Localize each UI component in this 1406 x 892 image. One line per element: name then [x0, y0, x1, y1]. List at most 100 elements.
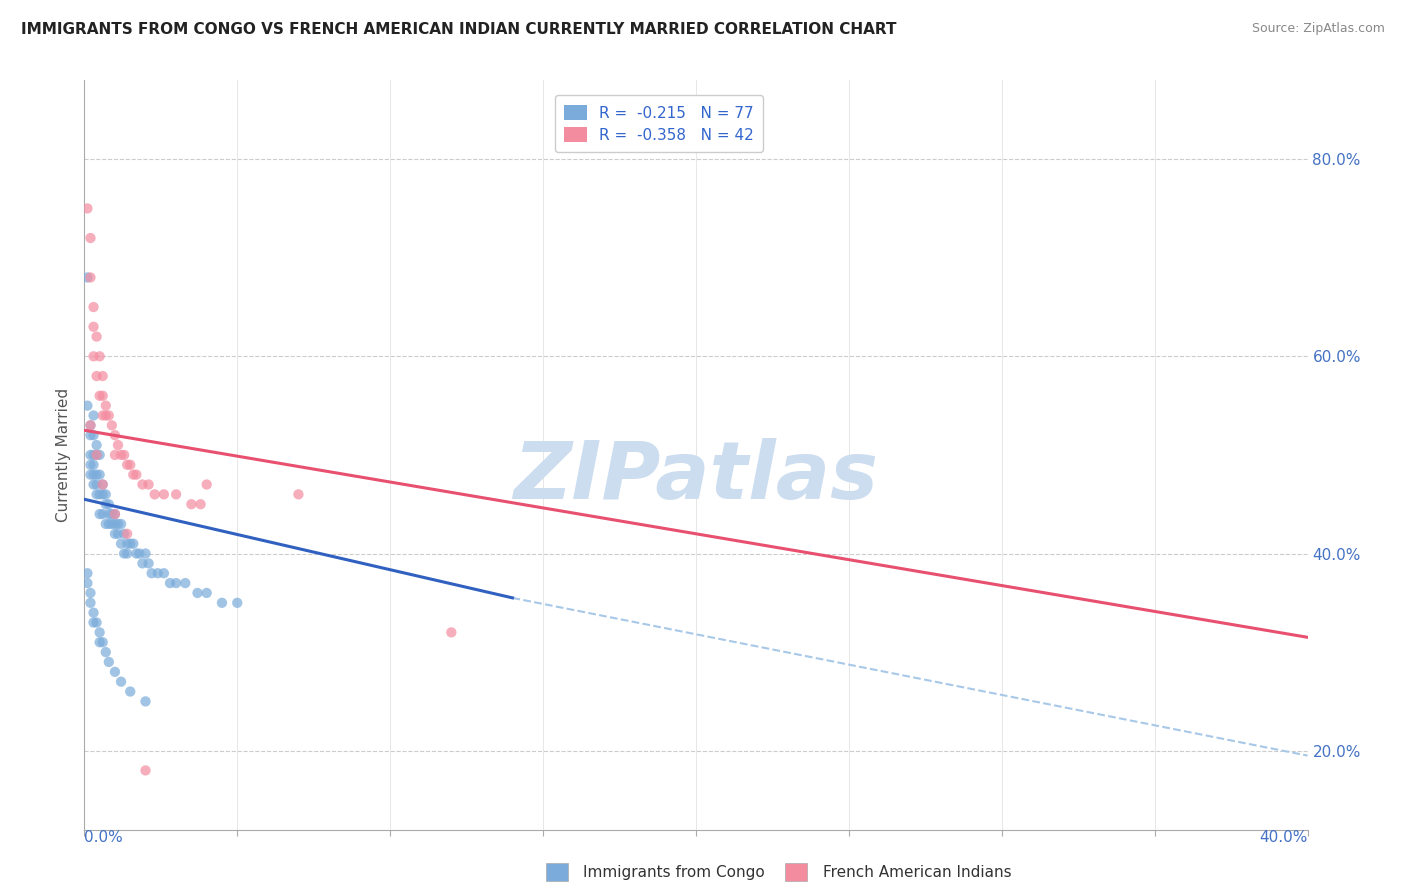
Point: [86, 448, 108, 462]
Point: [89, 625, 111, 640]
Point: [89, 448, 111, 462]
Point: [86, 369, 108, 384]
Point: [76, 270, 98, 285]
Point: [91, 507, 114, 521]
Point: [135, 694, 157, 708]
Point: [107, 526, 129, 541]
Point: [110, 516, 132, 531]
Point: [86, 438, 108, 452]
Point: [83, 428, 105, 442]
Point: [94, 516, 117, 531]
Point: [135, 764, 157, 778]
Point: [97, 507, 120, 521]
Legend: R =  -0.215   N = 77, R =  -0.358   N = 42: R = -0.215 N = 77, R = -0.358 N = 42: [555, 95, 763, 152]
Point: [94, 399, 117, 413]
Point: [195, 477, 218, 491]
Point: [97, 409, 120, 423]
Point: [135, 547, 157, 561]
Point: [186, 586, 208, 600]
Text: Immigrants from Congo: Immigrants from Congo: [583, 865, 765, 880]
Point: [122, 467, 145, 482]
Point: [86, 329, 108, 343]
Point: [89, 467, 111, 482]
Point: [120, 458, 142, 472]
Point: [195, 586, 218, 600]
Point: [110, 536, 132, 550]
Point: [83, 467, 105, 482]
Point: [76, 576, 98, 591]
Point: [180, 497, 202, 511]
Point: [104, 516, 127, 531]
Point: [83, 349, 105, 363]
Point: [115, 458, 138, 472]
Point: [131, 477, 153, 491]
Point: [97, 516, 120, 531]
Point: [83, 448, 105, 462]
Point: [115, 536, 138, 550]
Point: [104, 428, 127, 442]
Text: French American Indians: French American Indians: [823, 865, 1011, 880]
Point: [104, 448, 127, 462]
Point: [94, 645, 117, 659]
Point: [190, 497, 212, 511]
Point: [110, 448, 132, 462]
Point: [91, 487, 114, 501]
Point: [112, 547, 135, 561]
Point: [83, 606, 105, 620]
Point: [125, 467, 148, 482]
Point: [83, 477, 105, 491]
Point: [125, 547, 148, 561]
Point: [86, 615, 108, 630]
Text: 0.0%: 0.0%: [84, 830, 124, 845]
Point: [94, 497, 117, 511]
Text: 40.0%: 40.0%: [1260, 830, 1308, 845]
Point: [287, 487, 309, 501]
Point: [131, 557, 153, 571]
Point: [76, 202, 98, 216]
Text: ZIPatlas: ZIPatlas: [513, 438, 879, 516]
Point: [91, 369, 114, 384]
Point: [91, 477, 114, 491]
Point: [79, 231, 101, 245]
Point: [165, 487, 187, 501]
Point: [91, 635, 114, 649]
Point: [94, 409, 117, 423]
Point: [211, 596, 233, 610]
Point: [79, 428, 101, 442]
Point: [112, 526, 135, 541]
Point: [97, 655, 120, 669]
Point: [143, 487, 166, 501]
Point: [97, 497, 120, 511]
Point: [153, 566, 176, 581]
Point: [83, 409, 105, 423]
Y-axis label: Currently Married: Currently Married: [56, 388, 72, 522]
Point: [76, 399, 98, 413]
Point: [79, 448, 101, 462]
Point: [89, 507, 111, 521]
Point: [83, 458, 105, 472]
Point: [104, 507, 127, 521]
Point: [226, 596, 249, 610]
Point: [115, 547, 138, 561]
Point: [79, 458, 101, 472]
Point: [104, 526, 127, 541]
Point: [83, 615, 105, 630]
Text: Source: ZipAtlas.com: Source: ZipAtlas.com: [1251, 22, 1385, 36]
Text: IMMIGRANTS FROM CONGO VS FRENCH AMERICAN INDIAN CURRENTLY MARRIED CORRELATION CH: IMMIGRANTS FROM CONGO VS FRENCH AMERICAN…: [21, 22, 897, 37]
Point: [104, 665, 127, 679]
Point: [120, 684, 142, 698]
Point: [86, 448, 108, 462]
Point: [94, 487, 117, 501]
Point: [104, 507, 127, 521]
Point: [91, 409, 114, 423]
Point: [79, 467, 101, 482]
Point: [440, 625, 463, 640]
Point: [115, 526, 138, 541]
Point: [107, 516, 129, 531]
Point: [101, 418, 124, 433]
Point: [91, 389, 114, 403]
Point: [89, 389, 111, 403]
Point: [83, 319, 105, 334]
Point: [76, 566, 98, 581]
Point: [86, 477, 108, 491]
